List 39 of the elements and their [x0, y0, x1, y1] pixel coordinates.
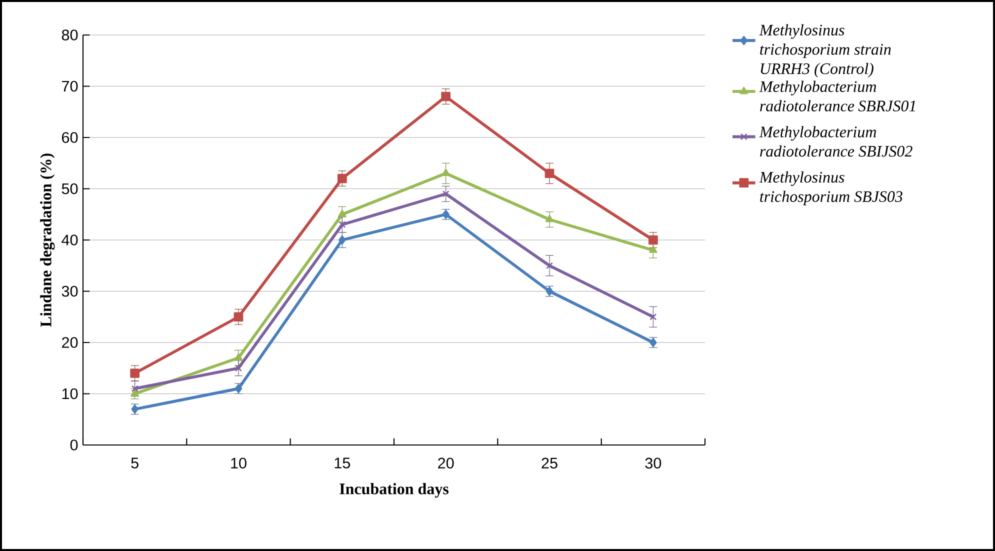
point: [234, 353, 243, 361]
x-tick-label: 5: [131, 458, 138, 468]
point: [441, 92, 451, 102]
legend-label: Methylobacterium radiotolerance SBRJS01: [759, 80, 916, 112]
point: [130, 389, 139, 396]
y-tick-label: 40: [62, 234, 78, 246]
point: [130, 368, 140, 378]
point: [648, 235, 658, 245]
y-tick-label: 10: [62, 388, 78, 400]
point: [544, 168, 554, 178]
point: [545, 214, 554, 222]
y-tick-label: 20: [62, 337, 78, 348]
x-tick-label: 10: [231, 458, 246, 469]
x-tick-label: 25: [542, 458, 558, 469]
x-tick-label: 20: [438, 458, 454, 469]
point: [338, 235, 346, 245]
point: [442, 190, 450, 198]
y-tick-label: 70: [62, 80, 78, 92]
y-tick-label: 0: [70, 440, 78, 450]
y-axis-title: Lindane degradation (%): [40, 154, 55, 327]
point: [649, 246, 658, 253]
y-tick-label: 50: [62, 183, 78, 194]
legend-label: Methylobacterium radiotolerance SBIJS02: [759, 126, 912, 157]
y-tick-label: 80: [62, 30, 78, 40]
y-tick-label: 60: [62, 132, 78, 143]
point: [131, 385, 138, 392]
x-axis-title: Incubation days: [340, 483, 449, 498]
point: [234, 312, 244, 322]
point: [650, 313, 657, 320]
point: [546, 262, 553, 270]
point: [338, 221, 346, 228]
y-tick-label: 30: [62, 286, 78, 297]
x-tick-label: 30: [645, 458, 662, 469]
point: [235, 364, 242, 372]
legend-label: Methylosinus trichosporium strain URRH3 (Control): [759, 24, 891, 78]
legend-label: Methylosinus trichosporium SBJS03: [759, 171, 902, 206]
x-tick-label: 15: [334, 458, 350, 468]
point: [338, 174, 347, 184]
point: [338, 210, 346, 218]
